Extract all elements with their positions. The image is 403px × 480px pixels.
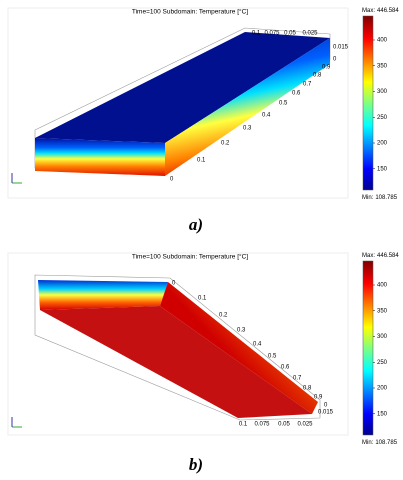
colorbar xyxy=(362,15,374,191)
length-label: 0.6 xyxy=(281,365,290,371)
length-label: 0.8 xyxy=(313,73,322,79)
width-label: 0.05 xyxy=(278,422,290,428)
length-label: 0.2 xyxy=(221,141,230,147)
colorbar-tick-label: 200 xyxy=(377,386,388,392)
colorbar-tick-label: 200 xyxy=(377,141,388,147)
length-label: 0.8 xyxy=(303,386,312,392)
width-label: 0.1 xyxy=(252,31,261,37)
panel-a: Time=100 Subdomain: Temperature [°C] 0 0.1… xyxy=(7,7,399,201)
colorbar xyxy=(362,260,374,436)
thickness-label: 0 xyxy=(333,57,337,63)
max-value: 446.584 xyxy=(377,8,399,14)
colorbar-tick-label: 250 xyxy=(377,360,388,366)
colorbar-tick-label: 300 xyxy=(377,334,388,340)
axes-triad xyxy=(11,417,22,428)
axes-triad xyxy=(11,173,22,184)
thickness-label: 0 xyxy=(324,403,328,409)
colorbar-tick-label: 400 xyxy=(377,38,388,44)
caption: a) xyxy=(189,215,203,234)
width-label: 0.05 xyxy=(284,31,296,37)
length-label: 0.9 xyxy=(314,395,323,401)
colorbar-tick-label: 400 xyxy=(377,283,388,289)
colorbar-tick-label: 350 xyxy=(377,308,388,314)
max-label: Max: xyxy=(362,8,375,14)
colorbar-tick-label: 150 xyxy=(377,166,388,172)
width-label: 0.025 xyxy=(297,422,313,428)
length-label: 0.1 xyxy=(197,158,206,164)
length-label: 0 xyxy=(172,281,176,287)
min-value: 108.785 xyxy=(375,440,397,446)
length-label: 0.7 xyxy=(293,376,302,382)
colorbar-tick-label: 250 xyxy=(377,115,388,121)
front-face xyxy=(35,138,165,176)
colorbar-tick-label: 300 xyxy=(377,89,388,95)
max-value: 446.584 xyxy=(377,253,399,259)
thickness-label: 0.015 xyxy=(318,410,334,416)
length-label: 0.2 xyxy=(219,313,228,319)
max-label: Max: xyxy=(362,253,375,259)
caption: b) xyxy=(189,455,203,474)
side-face xyxy=(165,38,330,176)
length-label: 0.3 xyxy=(237,328,246,334)
length-label: 0.5 xyxy=(279,101,288,107)
min-label: Min: xyxy=(362,440,374,446)
width-label: 0.075 xyxy=(254,422,270,428)
bottom-face xyxy=(40,306,312,418)
colorbar-max: Max: 446.584 xyxy=(362,253,399,259)
colorbar-min: Min: 108.785 xyxy=(362,195,398,201)
length-label: 0.4 xyxy=(253,342,262,348)
side-face xyxy=(160,282,318,414)
colorbar-min: Min: 108.785 xyxy=(362,440,398,446)
length-label: 0.4 xyxy=(262,113,271,119)
box-outline xyxy=(34,274,321,421)
min-label: Min: xyxy=(362,195,374,201)
length-label: 0.7 xyxy=(303,82,312,88)
length-label: 0 xyxy=(170,177,174,183)
top-face xyxy=(38,280,168,310)
width-label: 0.025 xyxy=(302,31,318,37)
colorbar-tick-label: 150 xyxy=(377,411,388,417)
length-label: 0.3 xyxy=(243,126,252,132)
width-label: 0.075 xyxy=(264,31,280,37)
thickness-label: 0.015 xyxy=(333,45,349,51)
length-label: 0.6 xyxy=(292,91,301,97)
panel-title: Time=100 Subdomain: Temperature [°C] xyxy=(132,8,248,16)
min-value: 108.785 xyxy=(375,195,397,201)
panel-title: Time=100 Subdomain: Temperature [°C] xyxy=(132,253,248,261)
length-label: 0.5 xyxy=(268,354,277,360)
colorbar-tick-label: 350 xyxy=(377,63,388,69)
width-label: 0.1 xyxy=(239,422,248,428)
panel-b: Time=100 Subdomain: Temperature [°C] 0 0.1… xyxy=(7,252,399,446)
length-label: 0.1 xyxy=(198,296,207,302)
length-label: 0.9 xyxy=(322,65,331,71)
top-face xyxy=(35,32,330,143)
colorbar-max: Max: 446.584 xyxy=(362,8,399,14)
